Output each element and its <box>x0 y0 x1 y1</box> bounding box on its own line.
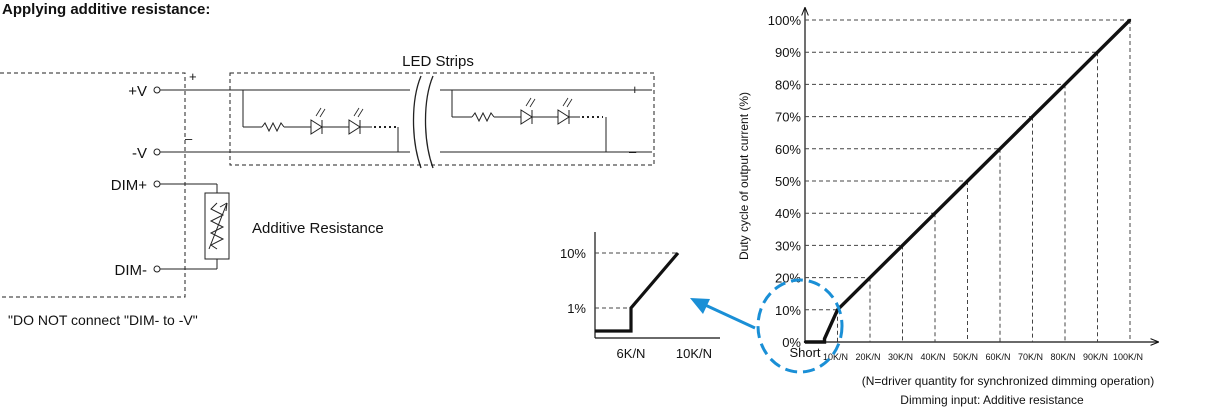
x-tick-label: 20K/N <box>855 352 880 362</box>
led-diode-icon <box>520 97 536 125</box>
data-point <box>933 212 937 215</box>
plus-v-label: +V <box>128 83 147 100</box>
x-tick-label: 30K/N <box>888 352 913 362</box>
data-point <box>868 276 872 279</box>
x-tick-label: Short <box>789 345 820 360</box>
inset-x-tick: 6K/N <box>617 346 646 361</box>
zoom-callout-arrow-icon <box>690 298 756 330</box>
driver-box <box>0 72 186 298</box>
led-diode-icon <box>348 107 364 135</box>
variable-resistor-icon <box>204 192 230 260</box>
x-axis-label: Dimming input: Additive resistance <box>900 393 1084 407</box>
terminal-minus-v <box>153 148 161 156</box>
y-tick-label: 30% <box>775 238 801 253</box>
heading: Applying additive resistance: <box>2 1 210 18</box>
led-diode-icon <box>557 97 573 125</box>
terminal-plus-v <box>153 86 161 94</box>
inset-y-tick: 1% <box>567 301 586 316</box>
y-tick-label: 60% <box>775 142 801 157</box>
y-tick-label: 90% <box>775 45 801 60</box>
zoom-highlight-ellipse <box>756 278 844 374</box>
main-chart: 0%10%20%30%40%50%60%70%80%90%100% Short 1… <box>737 8 1158 407</box>
dim-minus-label: DIM- <box>115 262 148 279</box>
minus-v-label: -V <box>132 145 147 162</box>
strip-break-icon <box>412 75 434 169</box>
y-tick-label: 10% <box>775 303 801 318</box>
led-segment-1 <box>242 90 399 152</box>
chart-note: (N=driver quantity for synchronized dimm… <box>862 374 1154 388</box>
inset-y-tick: 10% <box>560 246 586 261</box>
data-point <box>803 340 807 344</box>
warning-note: "DO NOT connect "DIM- to -V" <box>8 312 198 328</box>
driver-minus-sign: – <box>185 131 193 146</box>
x-tick-label: 50K/N <box>953 352 978 362</box>
y-tick-label: 0% <box>782 335 801 350</box>
circuit: LED Strips +V -V DIM+ DIM- + – + – <box>0 53 655 328</box>
y-tick-label: 100% <box>768 13 802 28</box>
led-diode-icon <box>310 107 326 135</box>
y-tick-label: 20% <box>775 271 801 286</box>
x-tick-label: 90K/N <box>1083 352 1108 362</box>
terminal-dim-plus <box>153 180 161 188</box>
led-segment-2 <box>451 90 607 152</box>
resistor-label: Additive Resistance <box>252 220 384 237</box>
x-tick-label: 100K/N <box>1113 352 1143 362</box>
driver-plus-sign: + <box>189 69 197 84</box>
data-point <box>1031 115 1034 118</box>
x-tick-label: 40K/N <box>920 352 945 362</box>
y-axis-label: Duty cycle of output current (%) <box>737 92 751 260</box>
data-point <box>998 147 1002 150</box>
terminal-dim-minus <box>153 265 161 273</box>
dim-plus-label: DIM+ <box>111 177 147 194</box>
inset-curve <box>595 251 680 333</box>
y-tick-label: 80% <box>775 77 801 92</box>
inset-chart: 10% 1% 6K/N 10K/N <box>560 232 720 361</box>
data-point <box>823 340 826 344</box>
data-point <box>966 179 969 183</box>
x-tick-label: 60K/N <box>985 352 1010 362</box>
x-tick-label: 10K/N <box>823 352 848 362</box>
data-point <box>823 337 826 340</box>
data-point <box>1063 83 1067 86</box>
led-strips-title: LED Strips <box>402 53 474 70</box>
y-tick-label: 50% <box>775 174 801 189</box>
x-tick-label: 70K/N <box>1018 352 1043 362</box>
x-tick-label: 80K/N <box>1050 352 1075 362</box>
y-tick-label: 40% <box>775 206 801 221</box>
y-tick-label: 70% <box>775 110 801 125</box>
data-point <box>901 244 904 247</box>
led-strip-box <box>229 72 655 166</box>
data-point <box>1128 18 1132 22</box>
inset-x-tick: 10K/N <box>676 346 712 361</box>
data-point <box>1096 51 1099 54</box>
